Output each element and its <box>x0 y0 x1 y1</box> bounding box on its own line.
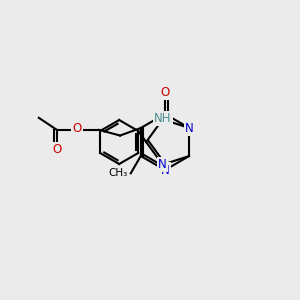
Text: CH₃: CH₃ <box>109 168 128 178</box>
Text: N: N <box>158 158 167 171</box>
Text: N: N <box>160 164 169 176</box>
Text: N: N <box>185 122 194 134</box>
Text: NH: NH <box>154 112 171 125</box>
Text: O: O <box>72 122 82 135</box>
Text: O: O <box>52 143 62 156</box>
Text: O: O <box>160 85 169 98</box>
